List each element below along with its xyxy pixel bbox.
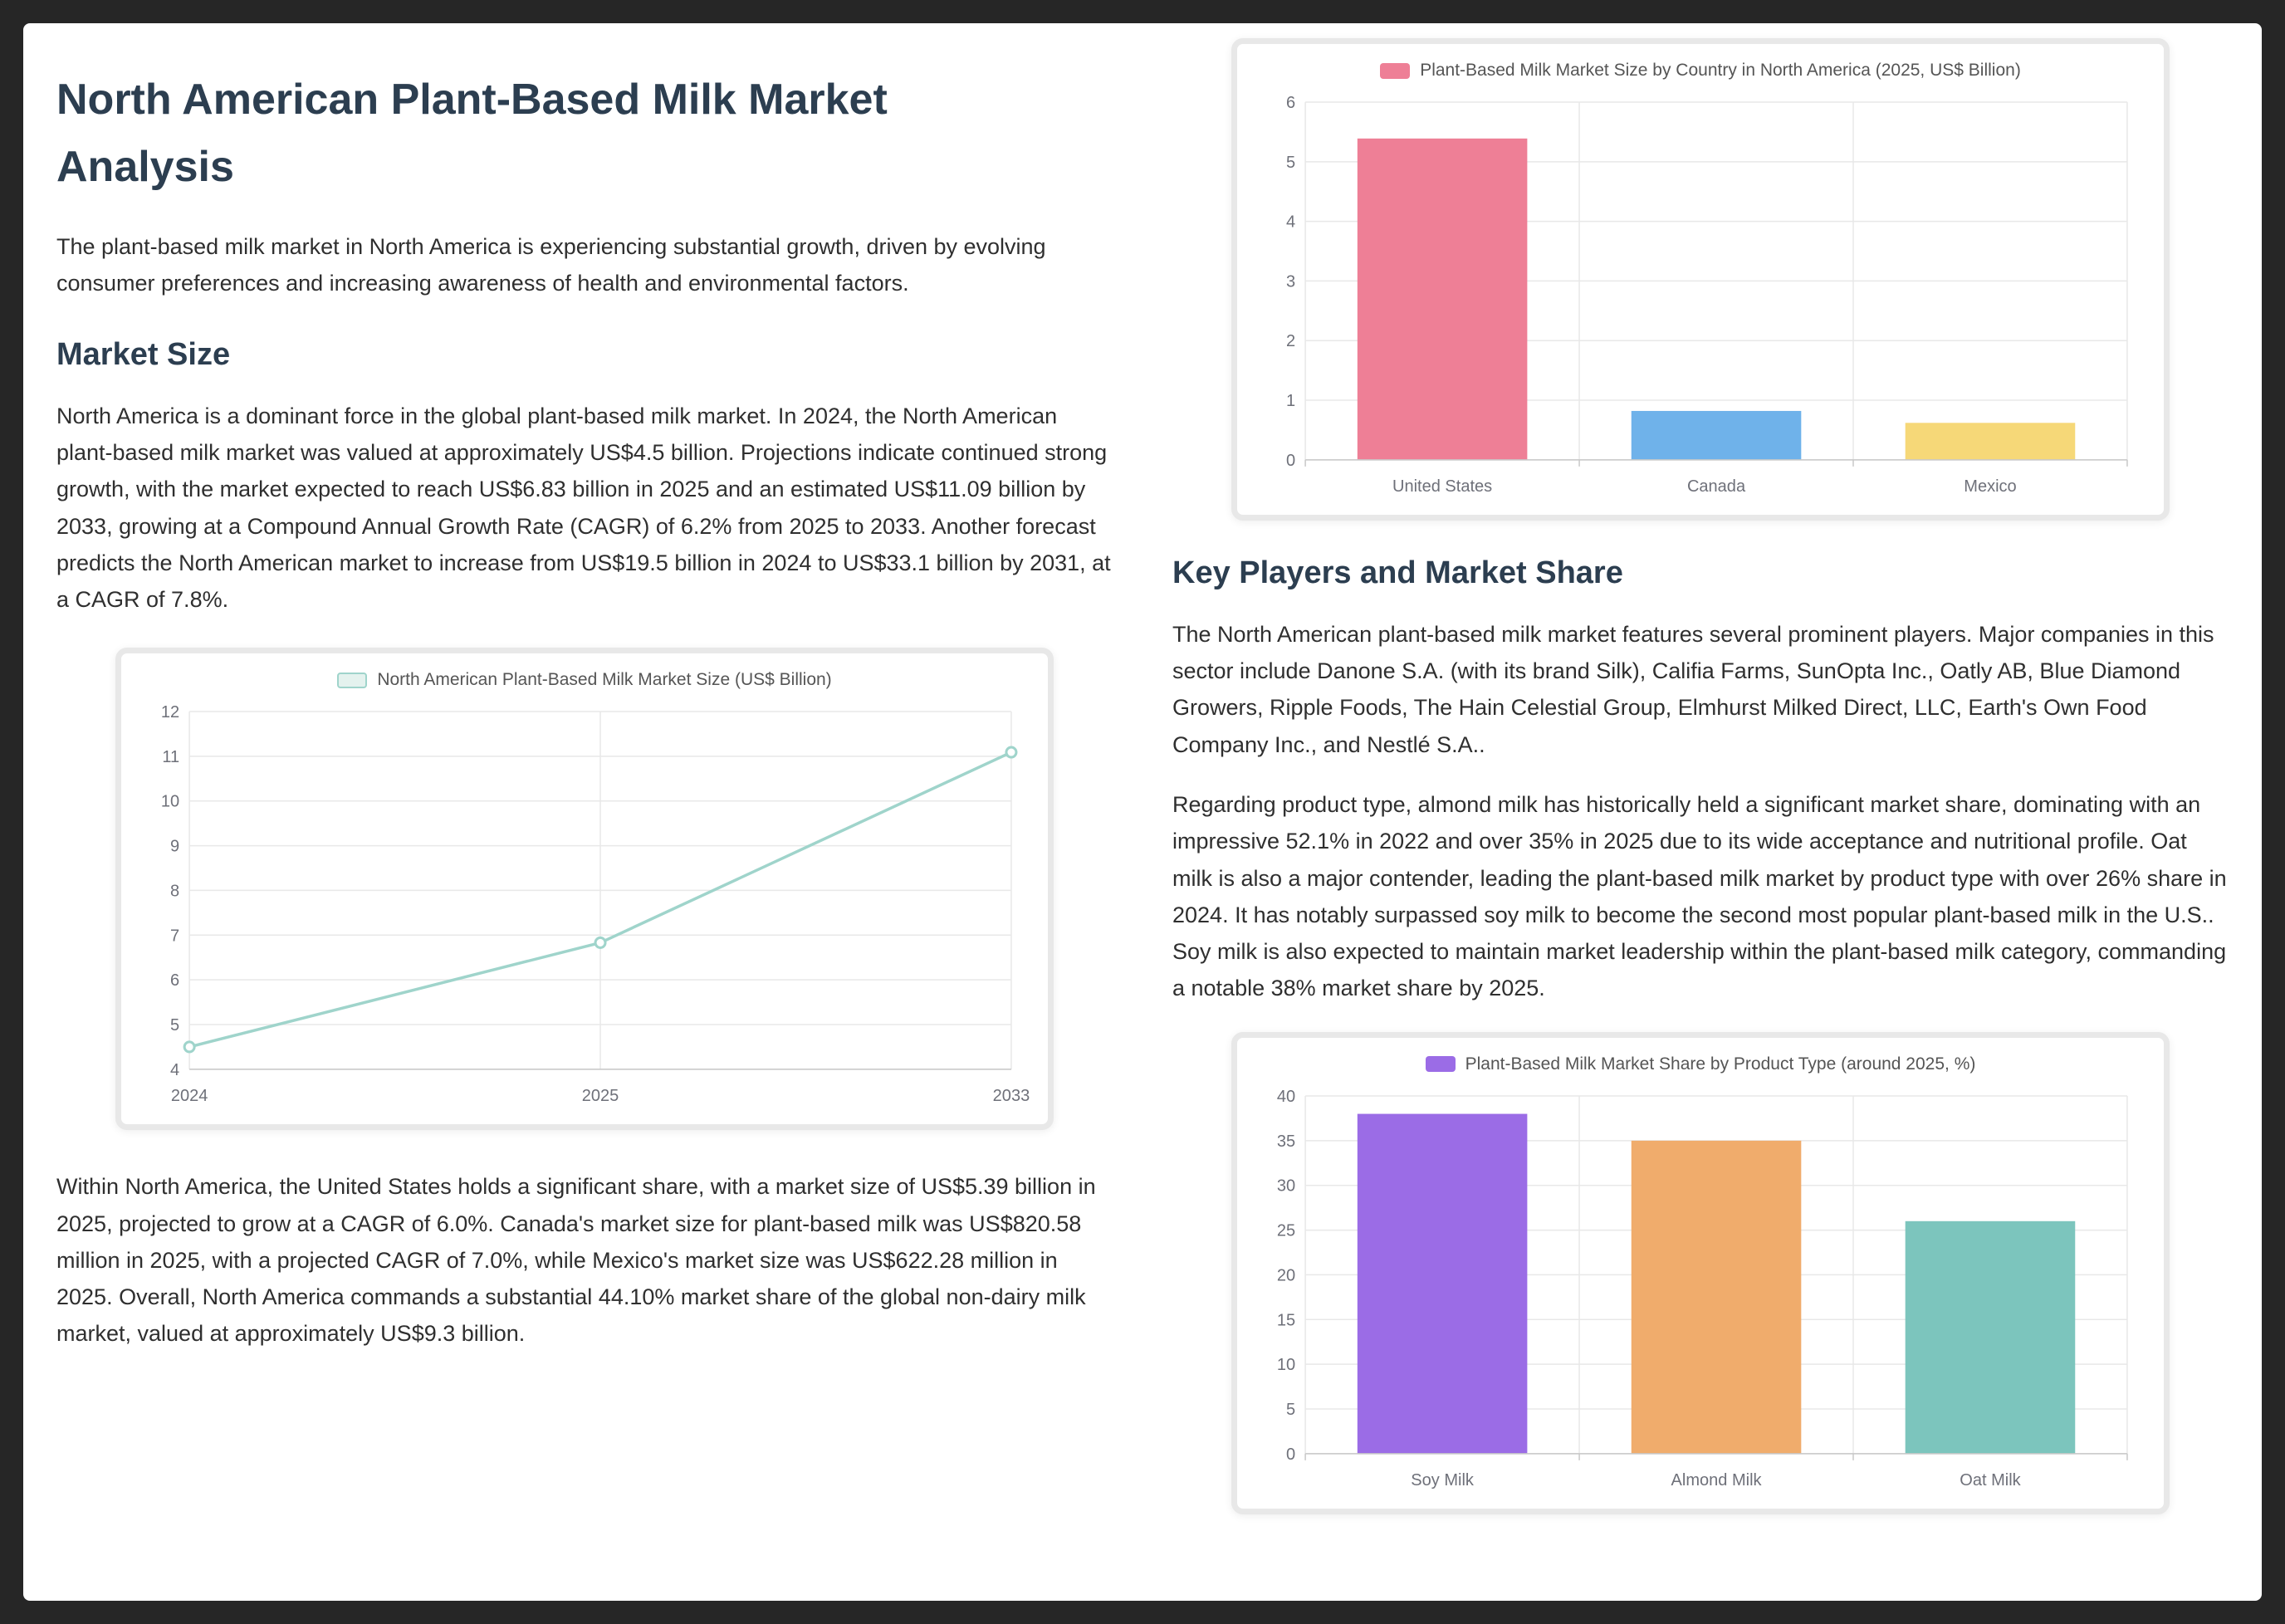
product-share-bar-chart-canvas: 0 5 10 15 20 25 30 35 40 Soy Milk Almond Milk Oat M… [1277,1088,2128,1489]
svg-text:2033: 2033 [993,1087,1030,1105]
svg-text:10: 10 [161,793,179,811]
svg-text:Canada: Canada [1687,477,1746,496]
chart-legend[interactable]: Plant-Based Milk Market Share by Product… [1252,1054,2149,1074]
chart-legend[interactable]: North American Plant-Based Milk Market S… [136,670,1033,690]
svg-text:12: 12 [161,703,179,722]
svg-text:7: 7 [170,927,179,946]
svg-text:35: 35 [1277,1132,1295,1150]
svg-text:Soy Milk: Soy Milk [1411,1470,1475,1489]
svg-text:2: 2 [1286,332,1295,350]
chart-legend[interactable]: Plant-Based Milk Market Size by Country … [1252,61,2149,81]
legend-label: North American Plant-Based Milk Market S… [377,670,832,690]
svg-text:Mexico: Mexico [1964,477,2016,496]
key-players-paragraph-1: The North American plant-based milk mark… [1172,621,2214,757]
market-size-paragraph-1: North America is a dominant force in the… [56,403,1111,613]
country-bar-chart-canvas: 0 1 2 3 4 5 6 United States Canada Mexico [1286,94,2128,496]
svg-text:10: 10 [1277,1356,1295,1374]
legend-label: Plant-Based Milk Market Size by Country … [1420,61,2021,80]
svg-text:15: 15 [1277,1311,1295,1329]
svg-text:5: 5 [1286,154,1295,172]
legend-swatch [1380,62,1411,79]
svg-text:5: 5 [170,1016,179,1035]
right-column: Plant-Based Milk Market Size by Country … [1172,30,2229,1592]
product-share-bar-chart-card: Plant-Based Milk Market Share by Product… [1231,1031,2170,1514]
svg-text:6: 6 [170,971,179,990]
page-title: North American Plant-Based Milk Market A… [56,76,888,191]
market-size-paragraph-2: Within North America, the United States … [56,1174,1096,1347]
svg-text:Oat Milk: Oat Milk [1960,1470,2021,1489]
intro-paragraph: The plant-based milk market in North Ame… [56,234,1046,296]
key-players-paragraph-2: Regarding product type, almond milk has … [1172,791,2227,1001]
svg-text:20: 20 [1277,1266,1295,1284]
legend-swatch [1425,1056,1456,1073]
svg-text:6: 6 [1286,94,1295,112]
svg-text:30: 30 [1277,1176,1295,1195]
legend-swatch [337,672,368,688]
svg-text:3: 3 [1286,272,1295,291]
svg-text:11: 11 [162,748,179,766]
left-column: North American Plant-Based Milk Market A… [56,30,1113,1592]
section-heading-market-size: Market Size [56,336,231,372]
svg-text:0: 0 [1286,1445,1295,1463]
svg-text:9: 9 [170,838,179,856]
svg-text:4: 4 [170,1061,179,1079]
svg-text:0: 0 [1286,452,1295,470]
line-chart-canvas: 4 5 6 7 8 9 10 11 12 2024 2025 2033 [161,703,1030,1105]
country-bar-chart-card: Plant-Based Milk Market Size by Country … [1231,38,2170,521]
svg-text:5: 5 [1286,1401,1295,1419]
report-page: North American Plant-Based Milk Market A… [23,23,2262,1601]
legend-label: Plant-Based Milk Market Share by Product… [1465,1054,1976,1074]
section-heading-key-players: Key Players and Market Share [1172,555,1623,590]
market-size-line-chart-card: North American Plant-Based Milk Market S… [115,648,1054,1131]
svg-text:40: 40 [1277,1088,1295,1106]
svg-text:8: 8 [170,883,179,901]
svg-text:1: 1 [1286,392,1295,410]
svg-text:25: 25 [1277,1221,1295,1240]
svg-text:2025: 2025 [582,1087,619,1105]
svg-text:Almond Milk: Almond Milk [1671,1470,1763,1489]
svg-text:4: 4 [1286,213,1295,232]
svg-text:2024: 2024 [171,1087,208,1105]
svg-text:United States: United States [1392,477,1492,496]
